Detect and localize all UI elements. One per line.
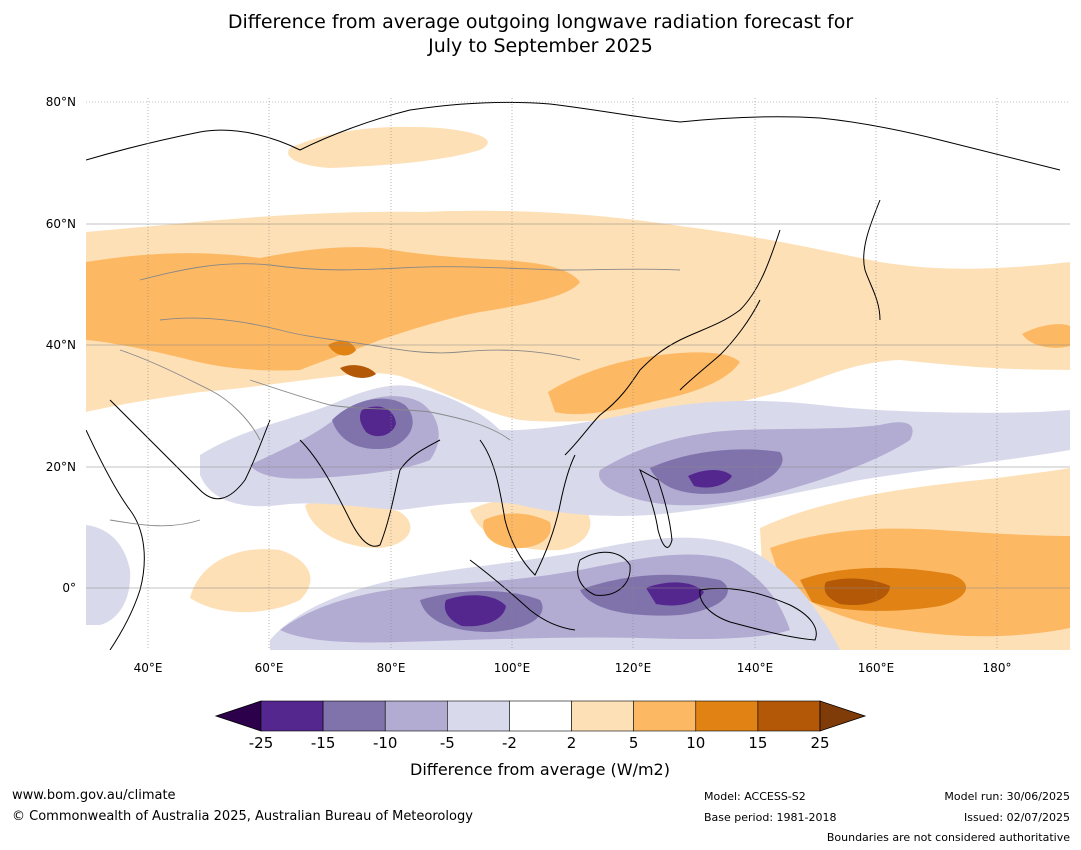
border-africa [109,519,201,527]
lon-label-40: 40°E [134,661,163,675]
colorbar-segment-3 [447,700,510,732]
border-middle-east [119,349,261,441]
coastline-sumatra [469,559,576,631]
coastline-india [299,439,441,547]
footer-model: Model: ACCESS-S2 [704,790,806,803]
anomaly-region-deep-purple-philippine-sea [688,470,732,488]
footer-model-run: Model run: 30/06/2025 [944,790,1070,803]
colorbar-label: Difference from average (W/m2) [410,760,670,779]
anomaly-region-pale-purple-africa [86,525,131,625]
colorbar-tick-5: 2 [567,734,577,752]
anomaly-region-deep-purple-sumatra [444,595,506,627]
lon-label-180: 180° [983,661,1012,675]
coastline-borneo [577,551,631,596]
title-line-1: Difference from average outgoing longwav… [227,11,854,33]
coastline-new-guinea [699,587,817,641]
lon-label-120: 120°E [615,661,652,675]
colorbar-segment-0 [260,700,324,732]
footer-issued: Issued: 02/07/2025 [963,811,1070,824]
lon-label-80: 80°E [377,661,406,675]
anomaly-region-dark-orange-tibet [328,340,356,356]
latitude-labels: 80°N 60°N 40°N 20°N 0° [46,95,76,595]
colorbar-tick-8: 15 [748,734,767,752]
border-south [249,379,511,441]
colorbar-tick-4: -2 [502,734,517,752]
lon-label-60: 60°E [255,661,284,675]
colorbar-tick-6: 5 [629,734,639,752]
colorbar: -25 -15 -10 -5 -2 2 5 10 15 25 Difference from av… [214,700,867,779]
coastline-philippines [639,468,673,548]
lat-label-0: 0° [62,581,76,595]
anomaly-region-light-orange-indian [190,549,311,613]
coastline-kamchatka [863,199,881,321]
coastline-arctic [86,101,1061,171]
colorbar-segment-7 [695,700,759,732]
footer-disclaimer: Boundaries are not considered authoritat… [826,831,1070,844]
footer-base-period: Base period: 1981-2018 [704,811,837,824]
anomaly-field [86,126,1070,650]
colorbar-segment-4 [509,700,572,732]
title-line-2: July to September 2025 [428,35,653,57]
anomaly-region-orange-bay [483,513,551,549]
colorbar-high-extend [819,700,867,732]
map-figure: 80°N 60°N 40°N 20°N 0° 40°E 60°E 80°E 10… [46,95,1070,779]
lat-label-40: 40°N [46,338,76,352]
colorbar-segment-5 [571,700,634,732]
colorbar-tick-0: -25 [249,734,274,752]
colorbar-tick-labels: -25 -15 -10 -5 -2 2 5 10 15 25 [249,734,830,752]
colorbar-segment-6 [633,700,697,732]
lon-label-140: 140°E [737,661,774,675]
colorbar-tick-7: 10 [686,734,705,752]
footer-copyright: © Commonwealth of Australia 2025, Austra… [12,809,473,824]
anomaly-region-orange-asia [86,247,580,371]
colorbar-segment-1 [322,700,386,732]
lat-label-60: 60°N [46,217,76,231]
lon-label-100: 100°E [494,661,531,675]
coastline-arabia [109,399,271,500]
colorbar-low-extend [214,700,262,732]
anomaly-region-deep-orange-himalaya [340,365,376,378]
colorbar-segment-2 [384,700,448,732]
chart-title: Difference from average outgoing longwav… [0,10,1081,58]
coastline-africa [86,429,145,650]
anomaly-region-orange-japan-east [1022,324,1070,348]
colorbar-segments [260,700,821,732]
anomaly-region-light-orange-india-east [305,499,411,548]
lat-label-20: 20°N [46,460,76,474]
anomaly-region-deep-purple-india [359,406,396,437]
footer-url[interactable]: www.bom.gov.au/climate [12,788,176,803]
colorbar-segment-8 [757,700,821,732]
anomaly-region-orange-china [548,352,740,415]
anomaly-region-light-orange-north [288,126,488,168]
border-northern [139,263,681,281]
coastline-indochina [479,439,576,576]
colorbar-tick-1: -15 [311,734,336,752]
lat-label-80: 80°N [46,95,76,109]
colorbar-tick-3: -5 [440,734,455,752]
coastline-east-asia [564,229,781,456]
gridlines [86,98,1070,650]
coastlines [86,101,1061,650]
anomaly-region-deep-orange-pacific [824,578,890,606]
colorbar-tick-9: 25 [810,734,829,752]
colorbar-tick-2: -10 [373,734,398,752]
lon-label-160: 160°E [858,661,895,675]
longitude-labels: 40°E 60°E 80°E 100°E 120°E 140°E 160°E 1… [134,661,1012,675]
coastline-japan [679,299,761,391]
